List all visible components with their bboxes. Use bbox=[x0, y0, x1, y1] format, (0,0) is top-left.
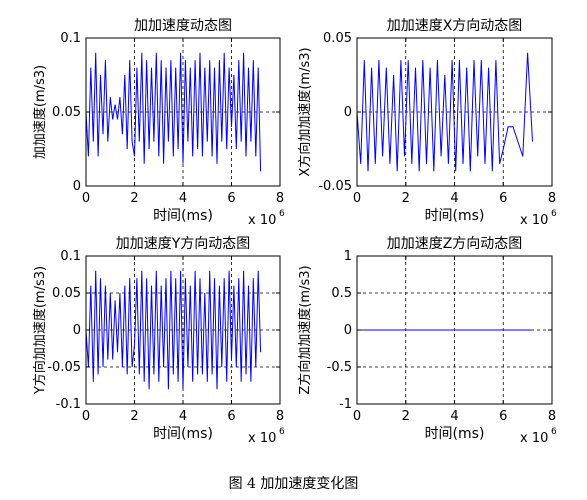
y-tick-label: 0 bbox=[344, 105, 352, 120]
y-tick-label: -1 bbox=[339, 397, 352, 412]
y-tick-label: 1 bbox=[344, 249, 352, 264]
series-line bbox=[85, 270, 262, 390]
x-exponent-power: 6 bbox=[279, 209, 285, 219]
x-tick-label: 6 bbox=[499, 409, 507, 424]
y-tick-label: 0.1 bbox=[60, 249, 81, 264]
x-tick-label: 4 bbox=[450, 409, 458, 424]
x-tick-label: 2 bbox=[402, 409, 410, 424]
y-tick-label: 0 bbox=[73, 323, 81, 338]
x-tick-label: 4 bbox=[179, 409, 187, 424]
x-tick-label: 8 bbox=[548, 191, 556, 206]
x-exponent-label: x 10 bbox=[520, 213, 548, 228]
y-tick-label: 0.5 bbox=[331, 286, 352, 301]
x-tick-label: 4 bbox=[179, 191, 187, 206]
x-tick-label: 6 bbox=[499, 191, 507, 206]
x-axis-label: 时间(ms) bbox=[425, 426, 485, 442]
y-axis-label: X方向加加速度(m/s3) bbox=[297, 47, 313, 176]
y-tick-label: -0.1 bbox=[56, 397, 81, 412]
y-tick-label: 0.1 bbox=[60, 31, 81, 46]
x-axis-label: 时间(ms) bbox=[153, 426, 213, 442]
series-line bbox=[85, 52, 262, 172]
x-exponent-power: 6 bbox=[279, 427, 285, 437]
y-axis-label: Y方向加加速度(m/s3) bbox=[32, 266, 48, 395]
figure-caption: 图 4 加加速度变化图 bbox=[228, 476, 359, 492]
x-tick-label: 6 bbox=[227, 409, 235, 424]
x-tick-label: 0 bbox=[353, 409, 361, 424]
x-tick-label: 0 bbox=[82, 191, 90, 206]
x-tick-label: 8 bbox=[548, 409, 556, 424]
x-tick-label: 2 bbox=[402, 191, 410, 206]
y-axis-label: Z方向加加速度(m/s3) bbox=[297, 265, 313, 394]
x-exponent-power: 6 bbox=[551, 427, 557, 437]
x-exponent-label: x 10 bbox=[248, 213, 276, 228]
x-tick-label: 0 bbox=[353, 191, 361, 206]
y-tick-label: 0.05 bbox=[323, 31, 352, 46]
x-tick-label: 2 bbox=[130, 409, 138, 424]
x-tick-label: 2 bbox=[130, 191, 138, 206]
series-line bbox=[356, 52, 533, 172]
x-tick-label: 8 bbox=[276, 191, 284, 206]
x-exponent-label: x 10 bbox=[248, 431, 276, 446]
y-tick-label: 0 bbox=[73, 179, 81, 194]
x-exponent-power: 6 bbox=[551, 209, 557, 219]
y-tick-label: 0 bbox=[344, 323, 352, 338]
chart-title: 加加速度动态图 bbox=[134, 18, 232, 34]
chart-title: 加加速度X方向动态图 bbox=[387, 18, 523, 34]
x-tick-label: 4 bbox=[450, 191, 458, 206]
y-tick-label: 0.05 bbox=[52, 286, 81, 301]
chart-title: 加加速度Y方向动态图 bbox=[116, 236, 251, 252]
y-axis-label: 加加速度(m/s3) bbox=[32, 65, 48, 159]
x-axis-label: 时间(ms) bbox=[425, 208, 485, 224]
y-tick-label: -0.05 bbox=[47, 360, 81, 375]
x-tick-label: 8 bbox=[276, 409, 284, 424]
x-exponent-label: x 10 bbox=[520, 431, 548, 446]
y-tick-label: 0.05 bbox=[52, 105, 81, 120]
x-tick-label: 6 bbox=[227, 191, 235, 206]
chart-title: 加加速度Z方向动态图 bbox=[387, 236, 523, 252]
y-tick-label: -0.5 bbox=[327, 360, 352, 375]
x-axis-label: 时间(ms) bbox=[153, 208, 213, 224]
y-tick-label: -0.05 bbox=[318, 179, 352, 194]
x-tick-label: 0 bbox=[82, 409, 90, 424]
